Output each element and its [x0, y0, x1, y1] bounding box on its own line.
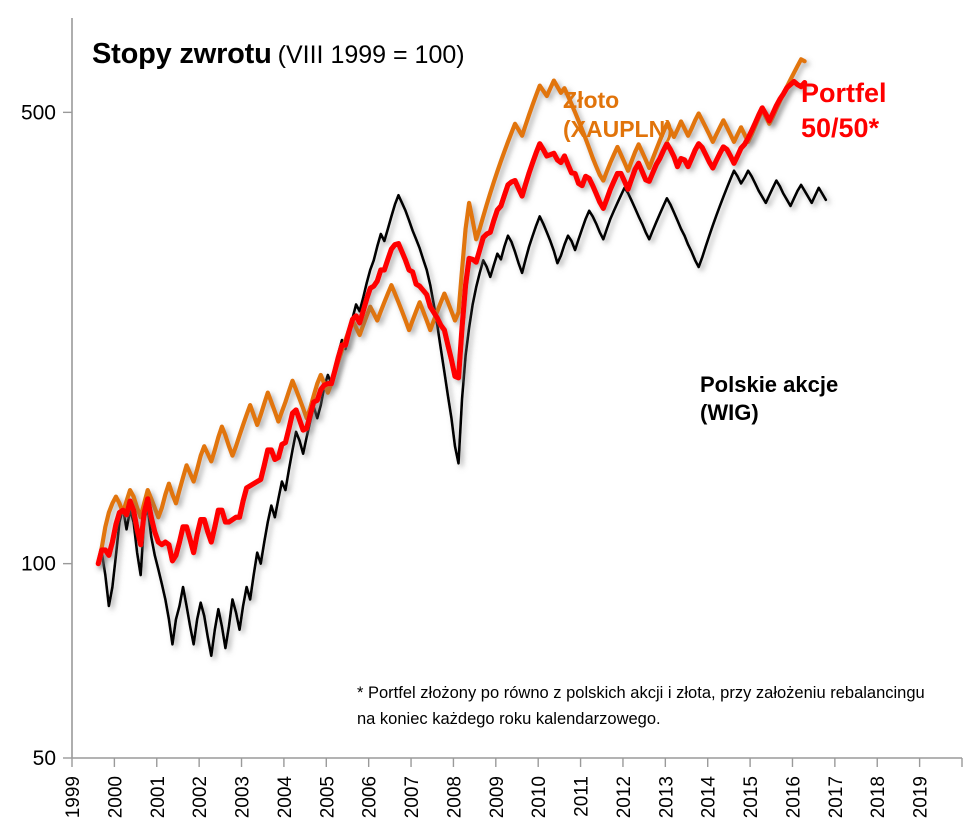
x-tick-label: 2001: [148, 776, 169, 818]
axes: 50 100 500 1999 2000 2001 2002 2003 2004 2005 2006…: [21, 18, 963, 819]
x-tick-label: 2007: [402, 776, 423, 818]
x-tick-label: 2013: [656, 776, 677, 818]
y-tick-label: 50: [33, 747, 56, 770]
x-tick-label: 2019: [911, 776, 932, 818]
x-tick-label: 2009: [487, 776, 508, 818]
series-lines: [95, 57, 828, 658]
y-tick-label: 500: [21, 101, 56, 124]
x-tick-label: 2011: [572, 776, 593, 817]
x-tick-label: 2003: [233, 776, 254, 818]
x-tick-label: 2014: [699, 776, 720, 819]
x-tick-label: 2016: [783, 776, 804, 818]
x-tick-label: 2004: [275, 776, 296, 819]
x-tick-label: 2010: [529, 776, 550, 818]
x-tick-label: 2005: [317, 776, 338, 818]
x-tick-label: 2012: [614, 776, 635, 818]
series-line-z-oto-xaupln: [96, 57, 807, 566]
x-tick-label: 2008: [444, 776, 465, 818]
series-line-portfel-50-50: [95, 78, 808, 567]
series-line-polskie-akcje-wig: [96, 169, 828, 658]
x-tick-label: 1999: [63, 776, 84, 818]
x-tick-label: 2018: [868, 776, 889, 818]
x-tick-label: 2015: [741, 776, 762, 818]
y-tick-label: 100: [21, 553, 56, 576]
x-tick-label: 2006: [360, 776, 381, 818]
x-tick-label: 2017: [826, 776, 847, 818]
x-tick-label: 2000: [105, 776, 126, 818]
x-tick-label: 2002: [190, 776, 211, 818]
